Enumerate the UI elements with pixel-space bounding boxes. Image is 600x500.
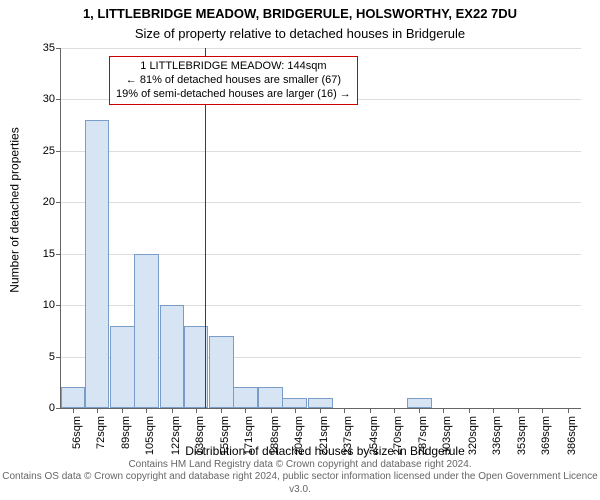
- chart-title-line2: Size of property relative to detached ho…: [0, 26, 600, 41]
- x-tick-mark: [295, 408, 296, 413]
- histogram-bar: [160, 305, 185, 408]
- x-tick-mark: [172, 408, 173, 413]
- y-tick-label: 5: [49, 351, 61, 363]
- footer-line1: Contains HM Land Registry data © Crown c…: [0, 459, 600, 472]
- y-tick-label: 15: [43, 248, 61, 260]
- x-tick-mark: [568, 408, 569, 413]
- x-tick-mark: [221, 408, 222, 413]
- histogram-bar: [134, 254, 159, 408]
- gridline: [61, 48, 581, 49]
- x-tick-mark: [271, 408, 272, 413]
- histogram-bar: [233, 387, 258, 408]
- x-tick-mark: [344, 408, 345, 413]
- y-axis-label: Number of detached properties: [8, 0, 22, 420]
- annotation-line: 19% of semi-detached houses are larger (…: [116, 88, 351, 102]
- x-tick-mark: [73, 408, 74, 413]
- y-tick-label: 25: [43, 145, 61, 157]
- chart-container: 1, LITTLEBRIDGE MEADOW, BRIDGERULE, HOLS…: [0, 0, 600, 500]
- plot-area: 0510152025303556sqm72sqm89sqm105sqm122sq…: [60, 48, 581, 409]
- histogram-bar: [258, 387, 283, 408]
- histogram-bar: [209, 336, 234, 408]
- y-tick-label: 0: [49, 402, 61, 414]
- x-tick-mark: [122, 408, 123, 413]
- histogram-bar: [282, 398, 307, 408]
- y-tick-label: 10: [43, 299, 61, 311]
- x-tick-mark: [419, 408, 420, 413]
- histogram-bar: [407, 398, 432, 408]
- x-tick-mark: [370, 408, 371, 413]
- histogram-bar: [85, 120, 110, 408]
- x-tick-mark: [443, 408, 444, 413]
- gridline: [61, 202, 581, 203]
- annotation-line: ← 81% of detached houses are smaller (67…: [116, 74, 351, 88]
- y-tick-label: 30: [43, 93, 61, 105]
- x-tick-mark: [196, 408, 197, 413]
- x-tick-mark: [469, 408, 470, 413]
- x-tick-mark: [245, 408, 246, 413]
- x-axis-label: Distribution of detached houses by size …: [60, 444, 590, 458]
- annotation-line: 1 LITTLEBRIDGE MEADOW: 144sqm: [116, 60, 351, 74]
- y-tick-label: 20: [43, 196, 61, 208]
- x-tick-mark: [518, 408, 519, 413]
- gridline: [61, 151, 581, 152]
- footer-line2: Contains OS data © Crown copyright and d…: [0, 471, 600, 496]
- x-tick-mark: [542, 408, 543, 413]
- x-tick-mark: [146, 408, 147, 413]
- histogram-bar: [308, 398, 333, 408]
- x-tick-mark: [97, 408, 98, 413]
- annotation-box: 1 LITTLEBRIDGE MEADOW: 144sqm← 81% of de…: [109, 56, 358, 105]
- x-tick-mark: [320, 408, 321, 413]
- x-tick-mark: [394, 408, 395, 413]
- y-tick-label: 35: [43, 42, 61, 54]
- histogram-bar: [110, 326, 135, 408]
- x-tick-mark: [493, 408, 494, 413]
- histogram-bar: [61, 387, 86, 408]
- footer-attribution: Contains HM Land Registry data © Crown c…: [0, 459, 600, 497]
- chart-title-line1: 1, LITTLEBRIDGE MEADOW, BRIDGERULE, HOLS…: [0, 6, 600, 21]
